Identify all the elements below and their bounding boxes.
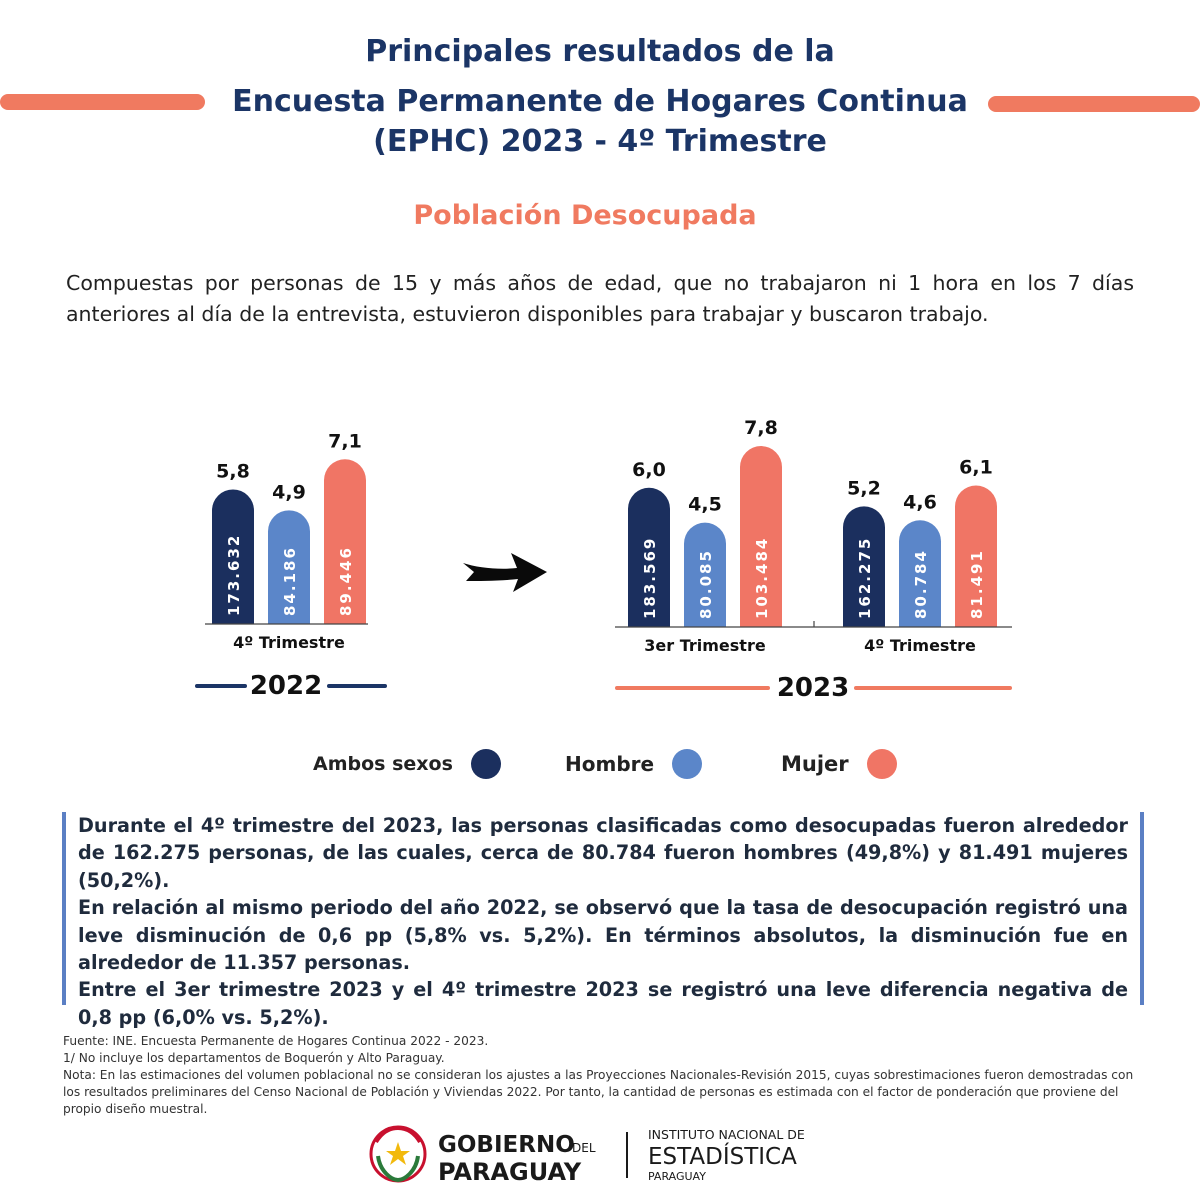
legend-ambos-sexos: Ambos sexos (313, 749, 501, 779)
rate-label: 6,1 (959, 456, 993, 478)
bar-0-0 (212, 489, 254, 624)
legend-label-mujer: Mujer (781, 752, 849, 776)
count-label: 89.446 (337, 546, 355, 616)
ine-line-3: PARAGUAY (648, 1170, 706, 1183)
year-label-2023: 2023 (777, 673, 849, 703)
paraguay-label: PARAGUAY (438, 1158, 582, 1186)
paraguay-seal-icon (369, 1125, 427, 1183)
section-subtitle: Población Desocupada (413, 200, 757, 231)
rate-label: 4,9 (272, 481, 306, 503)
summary-paragraph-1: Durante el 4º trimestre del 2023, las pe… (78, 814, 1128, 892)
bar-1-0 (268, 510, 310, 624)
source-note: Fuente: INE. Encuesta Permanente de Hoga… (63, 1034, 489, 1048)
footnote-methodology: Nota: En las estimaciones del volumen po… (63, 1068, 1134, 1116)
decorative-bar-left (0, 94, 205, 110)
bar-1-1 (684, 522, 726, 627)
rate-label: 5,8 (216, 460, 250, 482)
count-label: 183.569 (641, 537, 659, 619)
group-label: 3er Trimestre (644, 636, 766, 655)
ine-line-1: INSTITUTO NACIONAL DE (648, 1127, 805, 1142)
year-label-2022: 2022 (250, 671, 322, 701)
legend-dot-mujer (866, 749, 897, 779)
legend-dot-ambos-sexos (470, 749, 501, 779)
count-label: 84.186 (281, 546, 299, 616)
count-label: 103.484 (753, 537, 771, 619)
count-label: 80.784 (912, 549, 930, 619)
rate-label: 7,1 (328, 430, 362, 452)
bar-2-0 (324, 459, 366, 624)
footnotes: Fuente: INE. Encuesta Permanente de Hoga… (63, 1033, 1137, 1118)
footnote-1: 1/ No incluye los departamentos de Boque… (63, 1051, 445, 1065)
count-label: 162.275 (856, 537, 874, 619)
summary-box: Durante el 4º trimestre del 2023, las pe… (62, 812, 1144, 1029)
legend-hombre: Hombre (565, 749, 703, 779)
rate-label: 4,6 (903, 491, 937, 513)
count-label: 81.491 (968, 549, 986, 619)
legend-label-hombre: Hombre (565, 752, 655, 776)
arrow-right-icon (463, 553, 547, 592)
title-line-3: (EPHC) 2023 - 4º Trimestre (373, 124, 827, 159)
rate-label: 7,8 (744, 417, 778, 439)
footer-logos: GOBIERNO DEL PARAGUAY INSTITUTO NACIONAL… (369, 1125, 805, 1186)
bar-0-1 (628, 487, 670, 627)
legend-mujer: Mujer (781, 749, 897, 779)
count-label: 80.085 (697, 549, 715, 619)
count-label: 173.632 (225, 534, 243, 616)
rate-label: 5,2 (847, 477, 881, 499)
bar-1-2 (899, 520, 941, 627)
summary-paragraph-3: Entre el 3er trimestre 2023 y el 4º trim… (78, 978, 1128, 1029)
decorative-bar-right (988, 96, 1200, 112)
summary-paragraph-2: En relación al mismo periodo del año 202… (78, 896, 1128, 975)
ine-line-2: ESTADÍSTICA (648, 1142, 797, 1170)
rate-label: 4,5 (688, 494, 722, 516)
rate-label: 6,0 (632, 459, 666, 481)
legend-dot-hombre (672, 749, 703, 779)
intro-paragraph: Compuestas por personas de 15 y más años… (66, 271, 1134, 326)
unemployment-bar-chart: 5,8 173.632 4,9 84.186 7,1 89.446 4º Trimestre… (195, 417, 1012, 703)
title-line-1: Principales resultados de la (365, 34, 835, 69)
bar-0-2 (843, 506, 885, 627)
bar-2-2 (955, 485, 997, 627)
legend-label-ambos-sexos: Ambos sexos (313, 753, 453, 775)
group-label: 4º Trimestre (864, 636, 976, 655)
group-label: 4º Trimestre (233, 633, 345, 652)
footer-divider (626, 1132, 628, 1178)
bar-2-1 (740, 446, 782, 627)
gobierno-label: GOBIERNO (438, 1132, 575, 1158)
title-line-2: Encuesta Permanente de Hogares Continua (232, 84, 968, 119)
del-label: DEL (572, 1141, 596, 1155)
